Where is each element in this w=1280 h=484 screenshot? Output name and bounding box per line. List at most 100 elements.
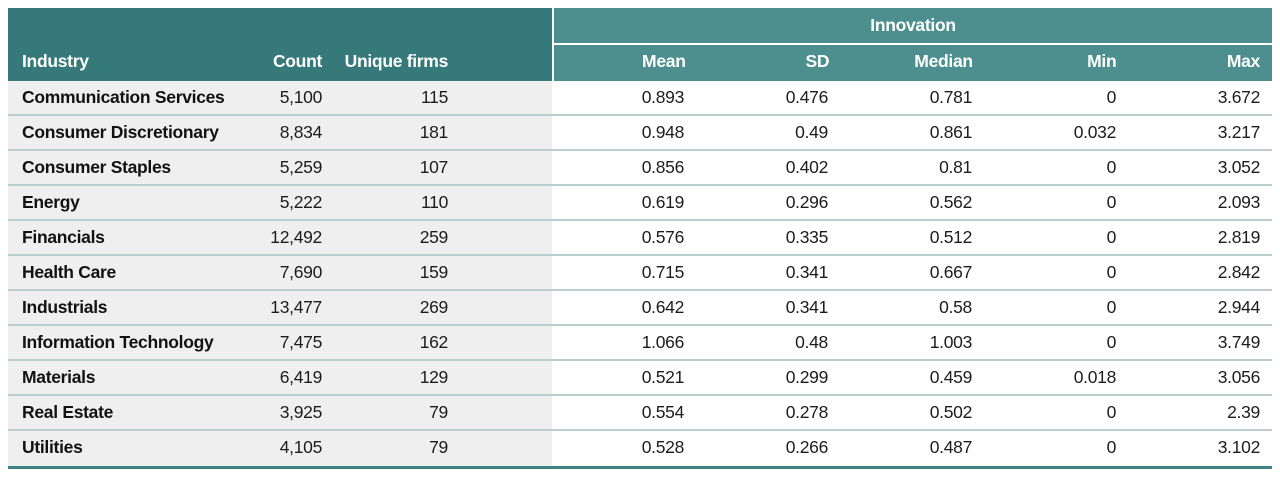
- cell-unique-firms: 110: [340, 186, 460, 219]
- table-row: Energy 5,222 110 0.619 0.296 0.562 0 2.0…: [8, 186, 1272, 221]
- cell-unique-firms: 269: [340, 291, 460, 324]
- cell-sd: 0.299: [696, 361, 840, 394]
- table-row: Information Technology 7,475 162 1.066 0…: [8, 326, 1272, 361]
- cell-industry: Utilities: [8, 431, 240, 466]
- cell-unique-firms: 162: [340, 326, 460, 359]
- column-header-mean: Mean: [642, 51, 686, 71]
- column-header-industry: Industry: [22, 51, 89, 71]
- cell-min: 0: [984, 186, 1128, 219]
- cell-median: 0.562: [840, 186, 984, 219]
- column-header-sd: SD: [805, 51, 830, 71]
- table-row: Industrials 13,477 269 0.642 0.341 0.58 …: [8, 291, 1272, 326]
- cell-count: 5,100: [240, 81, 340, 114]
- cell-sd: 0.278: [696, 396, 840, 429]
- cell-median: 0.512: [840, 221, 984, 254]
- cell-sd: 0.402: [696, 151, 840, 184]
- table-header: Industry Count Unique firms Innovation M…: [8, 8, 1272, 81]
- cell-count: 12,492: [240, 221, 340, 254]
- cell-median: 0.861: [840, 116, 984, 149]
- cell-industry: Financials: [8, 221, 240, 254]
- cell-count: 4,105: [240, 431, 340, 466]
- table-row: Health Care 7,690 159 0.715 0.341 0.667 …: [8, 256, 1272, 291]
- cell-min: 0: [984, 326, 1128, 359]
- cell-spacer: [460, 431, 552, 466]
- cell-median: 0.487: [840, 431, 984, 466]
- cell-max: 3.052: [1128, 151, 1272, 184]
- cell-min: 0: [984, 221, 1128, 254]
- cell-mean: 0.576: [552, 221, 696, 254]
- cell-sd: 0.48: [696, 326, 840, 359]
- table-header-innovation-group: Innovation Mean SD Median Min Max: [554, 8, 1272, 81]
- table-header-left: Industry Count Unique firms: [8, 8, 552, 81]
- cell-sd: 0.266: [696, 431, 840, 466]
- cell-max: 2.093: [1128, 186, 1272, 219]
- cell-spacer: [460, 186, 552, 219]
- cell-sd: 0.335: [696, 221, 840, 254]
- cell-min: 0: [984, 431, 1128, 466]
- cell-industry: Energy: [8, 186, 240, 219]
- cell-spacer: [460, 81, 552, 114]
- cell-count: 7,690: [240, 256, 340, 289]
- cell-unique-firms: 159: [340, 256, 460, 289]
- cell-industry: Communication Services: [8, 81, 240, 114]
- cell-mean: 0.619: [552, 186, 696, 219]
- cell-min: 0.018: [984, 361, 1128, 394]
- cell-spacer: [460, 221, 552, 254]
- cell-sd: 0.341: [696, 291, 840, 324]
- column-header-min: Min: [1087, 51, 1117, 71]
- cell-industry: Health Care: [8, 256, 240, 289]
- cell-count: 3,925: [240, 396, 340, 429]
- cell-median: 0.81: [840, 151, 984, 184]
- innovation-group-header: Innovation: [554, 8, 1272, 45]
- cell-unique-firms: 181: [340, 116, 460, 149]
- cell-industry: Consumer Discretionary: [8, 116, 240, 149]
- cell-unique-firms: 115: [340, 81, 460, 114]
- cell-mean: 0.521: [552, 361, 696, 394]
- cell-count: 13,477: [240, 291, 340, 324]
- cell-sd: 0.476: [696, 81, 840, 114]
- table-row: Utilities 4,105 79 0.528 0.266 0.487 0 3…: [8, 431, 1272, 466]
- cell-industry: Real Estate: [8, 396, 240, 429]
- cell-min: 0: [984, 151, 1128, 184]
- cell-unique-firms: 259: [340, 221, 460, 254]
- cell-mean: 0.715: [552, 256, 696, 289]
- table-body: Communication Services 5,100 115 0.893 0…: [8, 81, 1272, 469]
- column-header-max: Max: [1226, 51, 1260, 71]
- cell-spacer: [460, 291, 552, 324]
- table-row: Real Estate 3,925 79 0.554 0.278 0.502 0…: [8, 396, 1272, 431]
- cell-spacer: [460, 326, 552, 359]
- cell-max: 3.056: [1128, 361, 1272, 394]
- cell-median: 0.58: [840, 291, 984, 324]
- cell-median: 0.781: [840, 81, 984, 114]
- cell-mean: 0.948: [552, 116, 696, 149]
- innovation-subheaders: Mean SD Median Min Max: [554, 45, 1272, 81]
- cell-median: 0.459: [840, 361, 984, 394]
- cell-min: 0: [984, 81, 1128, 114]
- cell-unique-firms: 107: [340, 151, 460, 184]
- cell-unique-firms: 79: [340, 431, 460, 466]
- cell-max: 3.749: [1128, 326, 1272, 359]
- cell-industry: Materials: [8, 361, 240, 394]
- cell-sd: 0.49: [696, 116, 840, 149]
- cell-mean: 0.893: [552, 81, 696, 114]
- cell-median: 0.667: [840, 256, 984, 289]
- cell-mean: 0.554: [552, 396, 696, 429]
- table-row: Consumer Discretionary 8,834 181 0.948 0…: [8, 116, 1272, 151]
- cell-industry: Consumer Staples: [8, 151, 240, 184]
- cell-spacer: [460, 116, 552, 149]
- cell-max: 3.217: [1128, 116, 1272, 149]
- cell-spacer: [460, 396, 552, 429]
- cell-max: 2.944: [1128, 291, 1272, 324]
- cell-count: 7,475: [240, 326, 340, 359]
- column-header-median: Median: [914, 51, 973, 71]
- table-row: Communication Services 5,100 115 0.893 0…: [8, 81, 1272, 116]
- cell-mean: 0.856: [552, 151, 696, 184]
- header-gutter-line: [552, 8, 554, 81]
- cell-count: 5,222: [240, 186, 340, 219]
- cell-max: 3.672: [1128, 81, 1272, 114]
- cell-mean: 0.528: [552, 431, 696, 466]
- table-row: Consumer Staples 5,259 107 0.856 0.402 0…: [8, 151, 1272, 186]
- table-row: Materials 6,419 129 0.521 0.299 0.459 0.…: [8, 361, 1272, 396]
- cell-spacer: [460, 151, 552, 184]
- cell-unique-firms: 129: [340, 361, 460, 394]
